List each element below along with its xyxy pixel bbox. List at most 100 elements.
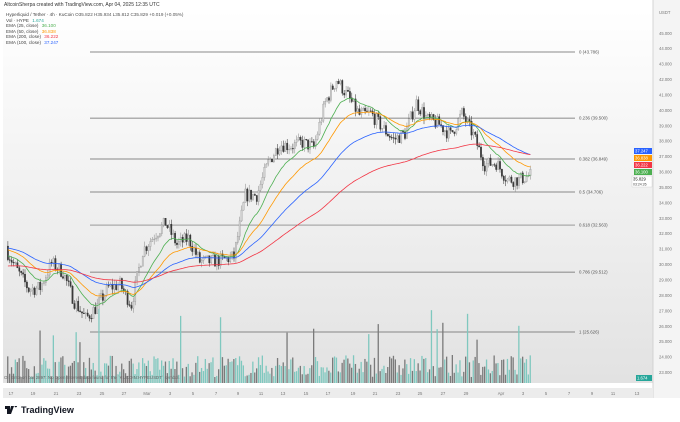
candle[interactable] [20, 271, 23, 273]
candle[interactable] [132, 301, 135, 309]
ema-25-line[interactable] [7, 98, 531, 307]
candle[interactable] [107, 285, 110, 287]
candle[interactable] [130, 305, 133, 309]
candle[interactable] [499, 161, 501, 170]
candle[interactable] [265, 163, 268, 168]
candle[interactable] [383, 125, 385, 129]
candle[interactable] [96, 303, 99, 314]
candle[interactable] [320, 120, 323, 123]
candle[interactable] [478, 145, 480, 148]
candle[interactable] [436, 116, 439, 128]
candle[interactable] [216, 256, 218, 267]
candle[interactable] [170, 224, 173, 235]
candle[interactable] [273, 155, 275, 163]
candle[interactable] [43, 282, 45, 284]
candle[interactable] [474, 131, 477, 135]
ema-25-label[interactable]: EMA (25, close) [6, 23, 39, 29]
candle[interactable] [442, 125, 444, 133]
candle[interactable] [261, 177, 264, 185]
candle[interactable] [419, 110, 422, 115]
candle[interactable] [470, 121, 473, 136]
candle[interactable] [90, 318, 93, 320]
candle[interactable] [292, 148, 294, 150]
candle[interactable] [309, 141, 311, 150]
candle[interactable] [347, 90, 349, 92]
candle[interactable] [8, 259, 11, 261]
candle[interactable] [290, 148, 292, 150]
candle[interactable] [525, 176, 528, 182]
candle[interactable] [307, 139, 309, 150]
candle[interactable] [421, 107, 423, 115]
candle[interactable] [141, 255, 144, 267]
candle[interactable] [269, 158, 271, 160]
candle[interactable] [489, 157, 492, 166]
candle[interactable] [406, 126, 408, 139]
candle[interactable] [297, 137, 300, 141]
candle[interactable] [299, 137, 302, 141]
candle[interactable] [280, 145, 283, 151]
candle[interactable] [84, 312, 87, 314]
candle[interactable] [208, 255, 211, 264]
candle[interactable] [379, 116, 382, 130]
candle[interactable] [102, 293, 104, 301]
candle[interactable] [79, 310, 81, 312]
candle[interactable] [64, 275, 66, 279]
candle[interactable] [185, 233, 188, 242]
candle[interactable] [518, 177, 520, 186]
candle[interactable] [322, 103, 325, 122]
candle[interactable] [425, 115, 427, 119]
candle[interactable] [423, 107, 425, 119]
candle[interactable] [282, 145, 285, 152]
candle[interactable] [197, 252, 199, 255]
candle[interactable] [364, 108, 366, 112]
candle[interactable] [128, 304, 131, 306]
candle[interactable] [147, 246, 150, 251]
candle[interactable] [326, 97, 328, 102]
candle[interactable] [305, 138, 308, 140]
candle[interactable] [407, 118, 410, 127]
candle[interactable] [493, 164, 496, 166]
candle[interactable] [459, 113, 461, 119]
candle[interactable] [257, 190, 260, 202]
candle[interactable] [398, 135, 401, 143]
candle[interactable] [520, 172, 522, 178]
ema-50-line[interactable] [7, 111, 531, 297]
candle[interactable] [263, 167, 266, 178]
candle[interactable] [529, 169, 532, 176]
candle[interactable] [238, 220, 241, 237]
candle[interactable] [366, 110, 368, 112]
candle[interactable] [210, 255, 213, 264]
ema-100-label[interactable]: EMA (100, close) [6, 39, 41, 45]
candle[interactable] [495, 164, 498, 170]
candle[interactable] [512, 182, 515, 187]
candle[interactable] [482, 157, 484, 167]
candle[interactable] [508, 176, 511, 180]
candle[interactable] [172, 233, 175, 235]
candle[interactable] [491, 164, 494, 166]
candle[interactable] [153, 238, 156, 240]
candle[interactable] [162, 217, 165, 226]
candle[interactable] [301, 140, 304, 148]
candle[interactable] [29, 289, 32, 292]
candle[interactable] [174, 233, 176, 244]
candle[interactable] [480, 146, 482, 158]
candle[interactable] [48, 261, 51, 276]
candle[interactable] [231, 251, 233, 257]
candle[interactable] [22, 272, 24, 275]
candle[interactable] [157, 236, 159, 239]
candle[interactable] [164, 217, 167, 226]
candle[interactable] [455, 129, 458, 134]
candle[interactable] [92, 307, 95, 319]
candle[interactable] [98, 297, 100, 304]
candle[interactable] [255, 195, 258, 202]
candle[interactable] [413, 110, 416, 120]
candle[interactable] [337, 81, 340, 84]
candle[interactable] [343, 93, 346, 96]
candle[interactable] [449, 127, 452, 131]
candle[interactable] [115, 284, 118, 290]
candle[interactable] [240, 209, 243, 222]
candle[interactable] [246, 188, 249, 202]
candle[interactable] [259, 184, 262, 191]
candle[interactable] [94, 307, 97, 314]
